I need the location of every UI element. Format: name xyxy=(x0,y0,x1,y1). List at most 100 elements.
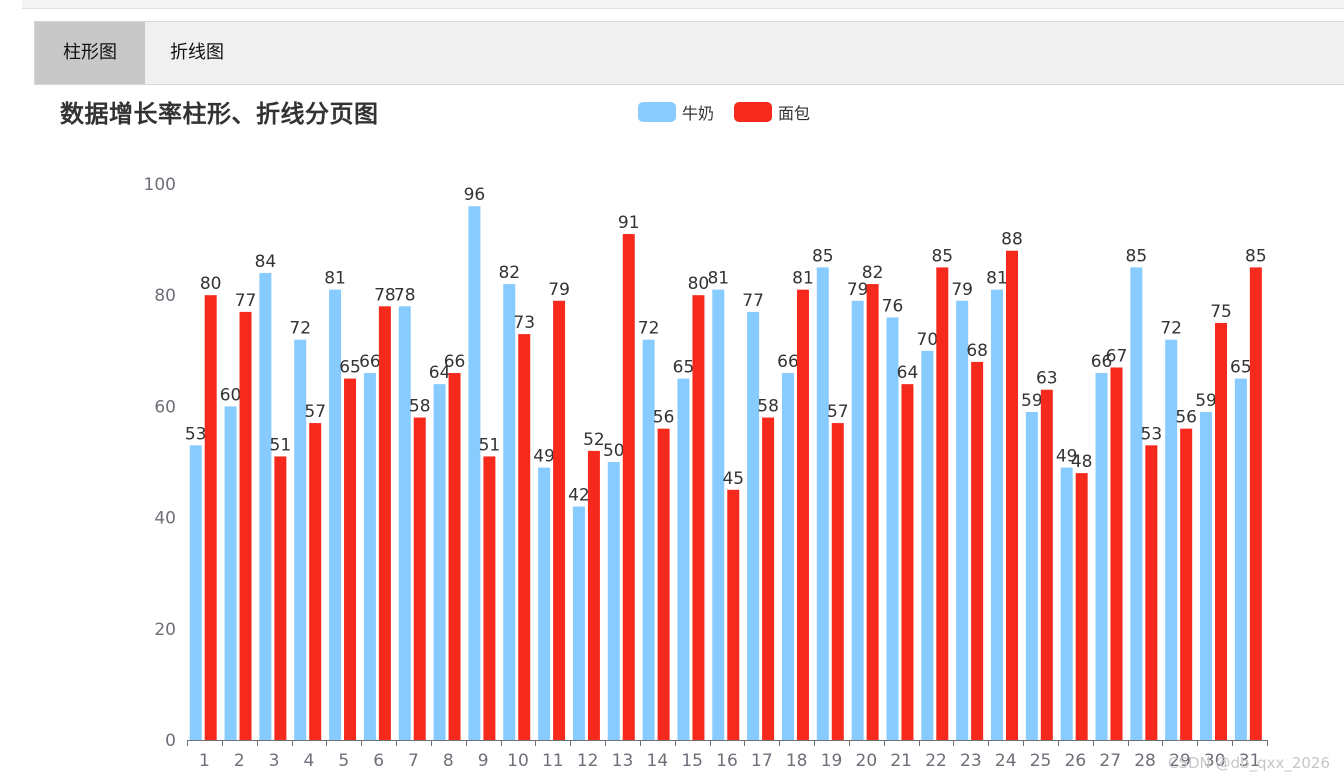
bar-milk xyxy=(851,300,864,740)
bar-milk xyxy=(677,378,690,740)
data-label-bread: 52 xyxy=(583,430,605,450)
x-tick-label: 5 xyxy=(338,751,349,771)
data-label-milk: 66 xyxy=(359,352,381,372)
bar-bread xyxy=(901,384,914,740)
data-label-bread: 57 xyxy=(827,402,849,422)
bar-milk xyxy=(712,289,725,740)
x-tick-label: 7 xyxy=(408,751,419,771)
x-tick-label: 12 xyxy=(577,751,599,771)
bar-bread xyxy=(204,295,217,740)
data-label-milk: 81 xyxy=(324,269,346,289)
data-label-bread: 51 xyxy=(479,435,501,455)
data-label-bread: 73 xyxy=(513,313,535,333)
data-label-bread: 45 xyxy=(722,469,744,489)
legend-label-bread: 面包 xyxy=(778,104,811,123)
y-tick-label: 80 xyxy=(154,286,176,306)
data-label-milk: 59 xyxy=(1195,391,1217,411)
bar-milk xyxy=(1025,411,1038,740)
x-tick-label: 18 xyxy=(786,751,808,771)
data-label-milk: 42 xyxy=(568,485,590,505)
legend-item-bread[interactable]: 面包 xyxy=(734,100,810,124)
x-tick-label: 29 xyxy=(1169,751,1191,771)
data-label-bread: 91 xyxy=(618,213,640,233)
tab-bar: 柱形图 折线图 xyxy=(34,21,1344,85)
data-label-bread: 57 xyxy=(304,402,326,422)
tab-bar-chart[interactable]: 柱形图 xyxy=(35,22,145,84)
bar-bread xyxy=(309,423,322,740)
bar-bread xyxy=(1215,323,1228,740)
bar-bread xyxy=(971,361,984,740)
bar-milk xyxy=(363,373,376,740)
bar-bread xyxy=(413,417,426,740)
bar-milk xyxy=(781,373,794,740)
data-label-bread: 80 xyxy=(688,274,710,294)
x-tick-label: 21 xyxy=(890,751,912,771)
data-label-milk: 78 xyxy=(394,285,416,305)
data-label-bread: 68 xyxy=(966,341,988,361)
data-label-bread: 65 xyxy=(339,358,361,378)
bar-bread xyxy=(1110,367,1123,740)
data-label-bread: 53 xyxy=(1141,424,1163,444)
bar-bread xyxy=(483,456,496,740)
top-strip xyxy=(22,0,1344,9)
bar-milk xyxy=(294,339,307,740)
bar-milk xyxy=(224,406,237,740)
data-label-milk: 66 xyxy=(777,352,799,372)
y-tick-label: 0 xyxy=(165,731,176,751)
data-label-milk: 65 xyxy=(673,358,695,378)
bar-bread xyxy=(762,417,775,740)
bar-bread xyxy=(587,450,600,740)
legend-label-milk: 牛奶 xyxy=(682,104,715,123)
tab-line-chart[interactable]: 折线图 xyxy=(170,42,224,63)
data-label-milk: 64 xyxy=(429,363,451,383)
data-label-bread: 82 xyxy=(862,263,884,283)
bar-milk xyxy=(329,289,342,740)
x-tick-label: 30 xyxy=(1204,751,1226,771)
data-label-milk: 85 xyxy=(1126,246,1148,266)
bar-milk xyxy=(956,300,969,740)
watermark: CSDN @db_qxx_2026 xyxy=(1167,754,1330,772)
bar-bread xyxy=(1249,267,1262,740)
bar-milk xyxy=(921,350,934,740)
x-tick-label: 13 xyxy=(612,751,634,771)
x-tick-label: 14 xyxy=(647,751,669,771)
bar-milk xyxy=(1095,373,1108,740)
data-label-bread: 48 xyxy=(1071,452,1093,472)
y-tick-label: 100 xyxy=(144,175,176,195)
x-tick-label: 31 xyxy=(1239,751,1261,771)
x-tick-label: 28 xyxy=(1134,751,1156,771)
bar-bread xyxy=(796,289,809,740)
legend-swatch-bread xyxy=(734,102,772,122)
bar-bread xyxy=(518,334,531,740)
x-tick-label: 3 xyxy=(269,751,280,771)
x-tick-label: 4 xyxy=(304,751,315,771)
bar-milk xyxy=(1234,378,1247,740)
bar-milk xyxy=(398,306,411,740)
bar-bread xyxy=(1075,473,1088,740)
bar-milk xyxy=(1060,467,1073,740)
bar-bread xyxy=(553,300,566,740)
data-label-bread: 51 xyxy=(270,435,292,455)
bar-bread xyxy=(1145,445,1158,740)
bar-milk xyxy=(538,467,551,740)
data-label-milk: 59 xyxy=(1021,391,1043,411)
data-label-milk: 60 xyxy=(220,385,242,405)
y-tick-label: 20 xyxy=(154,620,176,640)
legend-item-milk[interactable]: 牛奶 xyxy=(638,100,714,124)
bar-bread xyxy=(831,423,844,740)
bar-bread xyxy=(936,267,949,740)
x-tick-label: 20 xyxy=(856,751,878,771)
y-tick-label: 60 xyxy=(154,397,176,417)
x-tick-label: 25 xyxy=(1030,751,1052,771)
bar-milk xyxy=(607,462,620,740)
data-label-milk: 84 xyxy=(255,252,277,272)
bar-bread xyxy=(344,378,357,740)
data-label-bread: 78 xyxy=(374,285,396,305)
bar-milk xyxy=(189,445,202,740)
bar-bread xyxy=(378,306,391,740)
data-label-milk: 49 xyxy=(1056,447,1078,467)
data-label-milk: 65 xyxy=(1230,358,1252,378)
legend-swatch-milk xyxy=(638,102,676,122)
data-label-milk: 70 xyxy=(917,330,939,350)
